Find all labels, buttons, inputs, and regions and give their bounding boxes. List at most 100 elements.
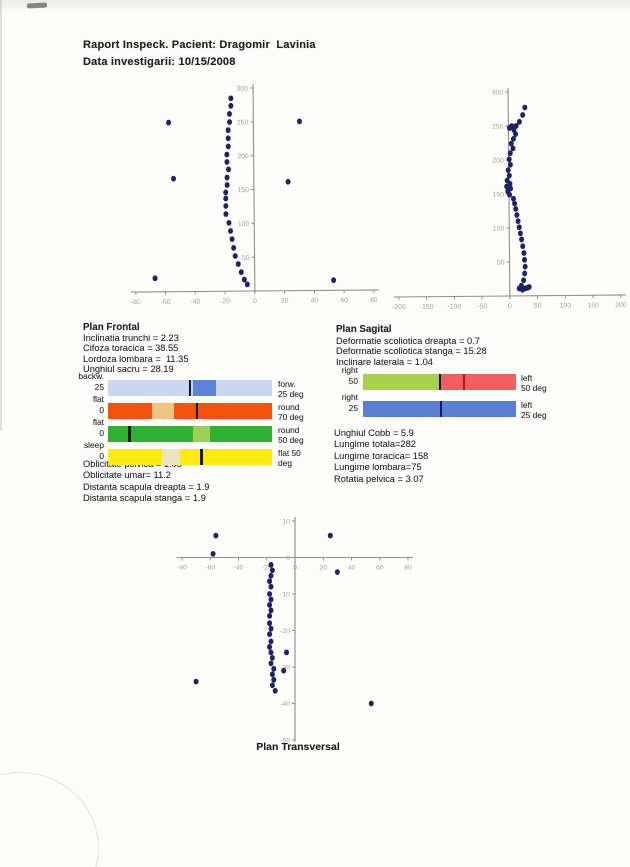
y-tick-label: 250: [492, 124, 504, 131]
scatter-point: [225, 166, 231, 173]
bar-left-value: 0: [99, 451, 104, 461]
x-tick-label: -200: [392, 304, 406, 311]
x-tick-label: 20: [281, 298, 289, 305]
bar-marker: [440, 401, 443, 417]
text-line: Lungime totala=282: [334, 439, 416, 450]
scatter-point: [510, 145, 516, 152]
plan-frontal-title: Plan Frontal: [83, 322, 140, 333]
scatter-point: [327, 532, 333, 539]
scatter-point: [271, 676, 277, 683]
y-tick-label: 100: [493, 226, 505, 233]
y-tick-label: 300: [492, 90, 504, 97]
scatter-point: [210, 550, 216, 557]
bar-marker: [438, 374, 441, 390]
scatter-point: [166, 119, 172, 126]
text-line: Oblicitate umar= 11.2: [83, 470, 171, 481]
y-tick-label: -40: [280, 701, 290, 708]
text-line: Inclinare laterala = 1.04: [336, 356, 433, 367]
scatter-point: [510, 195, 516, 202]
frontal-scatter-chart: -80 -60 -40 -20 0 20 40 60 80 50 100 150 200 250 300: [130, 83, 379, 306]
scatter-point: [520, 112, 526, 118]
bar-segment: [152, 403, 174, 419]
text-line: Unghiul sacru = 28.19: [83, 364, 174, 375]
bar-marker: [195, 403, 198, 419]
bar-left-label: backw.: [78, 371, 104, 381]
x-tick-label: -80: [177, 565, 187, 572]
scatter-point: [229, 236, 235, 242]
scatter-point: [368, 700, 374, 707]
x-tick-label: 0: [253, 298, 257, 305]
plan-sagital-footer: Unghiul Cobb = 5.9 Lungime totala=282 Lung…: [334, 428, 428, 485]
bar-right-label: left: [521, 373, 533, 383]
x-tick-label: -20: [220, 298, 230, 305]
x-tick-label: 0: [508, 303, 512, 310]
y-tick-label: 200: [492, 158, 504, 165]
bar-marker: [200, 449, 203, 465]
x-tick-label: -50: [477, 303, 487, 310]
x-tick-label: -40: [190, 298, 200, 305]
text-line: Lordoza lombara = 11.35: [83, 353, 189, 364]
y-tick-label: 0: [286, 555, 290, 562]
x-tick-label: -100: [448, 303, 462, 310]
y-tick-label: 10: [282, 519, 290, 526]
scatter-point: [235, 261, 241, 267]
scatter-point: [226, 111, 232, 117]
scatter-point: [228, 228, 234, 234]
scatter-point: [517, 230, 523, 237]
bar-marker: [189, 380, 192, 396]
scatter-point: [267, 602, 273, 608]
x-tick-label: 200: [615, 302, 627, 309]
bar-segment: [193, 380, 217, 396]
y-tick-label: -30: [280, 665, 290, 672]
scatter-point: [224, 182, 230, 188]
y-tick-label: -50: [280, 738, 290, 745]
scatter-point: [241, 276, 247, 283]
x-tick-label: 60: [340, 297, 348, 304]
scatter-point: [522, 263, 528, 270]
scatter-point: [504, 183, 510, 190]
scan-edge-artifact: [0, 0, 630, 14]
text-line: Deformatie scoliotica stanga = 15.28: [336, 346, 487, 357]
scatter-point: [506, 125, 512, 131]
scatter-point: [513, 131, 519, 137]
scatter-point: [268, 583, 274, 590]
x-tick-label: 80: [370, 297, 378, 304]
text-line: Distanta scapula stanga = 1.9: [83, 492, 206, 503]
x-tick-label: -40: [234, 565, 244, 572]
scatter-point: [225, 127, 231, 134]
y-tick-label: -20: [280, 628, 290, 635]
text-line: Deformatie scoliotica dreapta = 0.7: [336, 336, 480, 346]
plan-frontal-footer: Oblicitate pelvica = 1.03Oblicitate umar…: [83, 459, 209, 504]
scatter-point: [507, 150, 513, 157]
bar-right-label: round: [278, 425, 300, 435]
bar-segment: [193, 426, 210, 442]
bar-right-value: 25 deg: [521, 410, 547, 420]
scatter-point: [268, 660, 274, 667]
x-tick-label: 20: [319, 565, 327, 572]
scatter-point: [224, 174, 230, 181]
y-tick-label: 300: [237, 86, 249, 93]
scatter-point: [521, 277, 527, 284]
scatter-point: [514, 212, 520, 218]
x-tick-label: 100: [560, 302, 572, 309]
scatter-point: [519, 236, 525, 243]
scatter-point: [269, 682, 275, 689]
bar-right-label: forw.: [278, 379, 296, 389]
scatter-point: [269, 567, 275, 574]
scatter-point: [281, 667, 287, 674]
text-line: Unghiul Cobb = 5.9: [334, 428, 414, 438]
scatter-point: [512, 200, 518, 207]
y-axis: [252, 83, 256, 294]
scatter-point: [507, 161, 513, 168]
bar-right-value: deg: [278, 458, 292, 468]
text-line: Lungime lombara=75: [334, 462, 422, 473]
bar-right-value: 50 deg: [278, 435, 304, 445]
plan-frontal-metrics: Inclinatia trunchi = 2.23 Cifoza toracica…: [83, 333, 189, 375]
scatter-point: [513, 206, 519, 212]
y-tick-label: -10: [280, 592, 290, 599]
scatter-point: [228, 102, 234, 109]
y-tick-label: 250: [237, 119, 249, 126]
y-tick-label: 150: [493, 192, 505, 199]
